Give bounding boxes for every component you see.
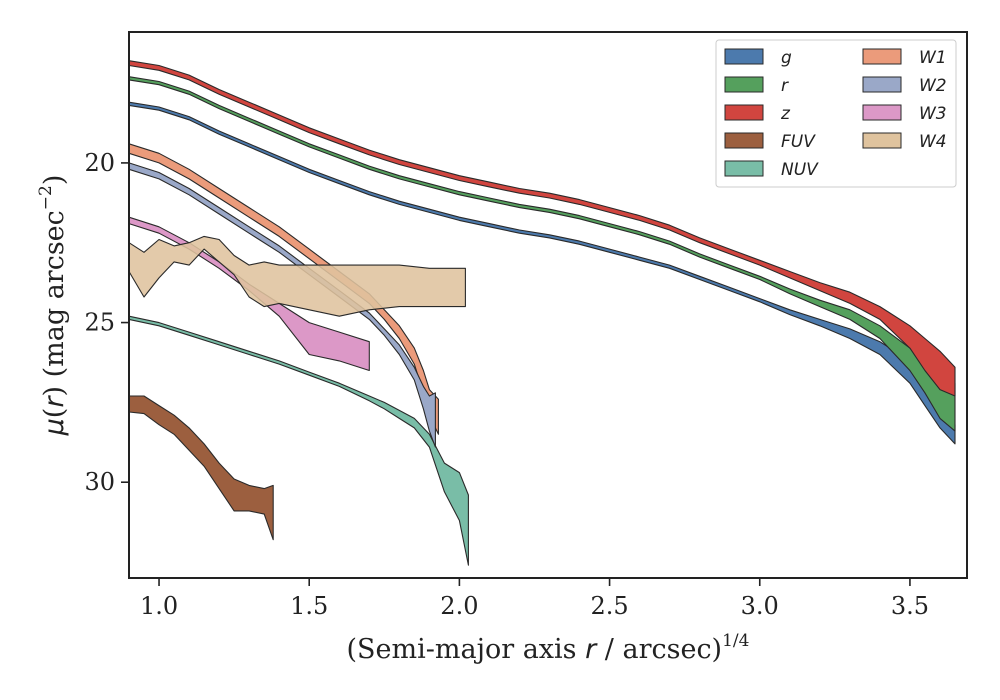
legend-label-nuv: NUV: [781, 160, 819, 180]
x-tick-label: 3.0: [741, 592, 779, 620]
legend: grz FUV NUV W1 W2 W3 W4: [715, 39, 957, 188]
y-tick-label: 20: [84, 149, 115, 177]
legend-label-z: z: [780, 104, 791, 124]
y-axis-label: μ(r) (mag arcsec−2): [36, 175, 70, 437]
x-tick-label: 1.0: [140, 592, 178, 620]
legend-label-r: r: [781, 76, 789, 96]
legend-swatch-w1: [862, 48, 902, 65]
x-axis-label: (Semi-major axis r / arcsec)1/4: [347, 631, 750, 665]
legend-label-w3: W3: [919, 104, 947, 124]
legend-label-w2: W2: [919, 76, 947, 96]
x-tick-label: 2.5: [590, 592, 628, 620]
legend-swatch-w4: [862, 132, 902, 149]
legend-swatch-z: [724, 104, 764, 121]
legend-label-g: g: [781, 48, 792, 68]
band-w2: [128, 162, 436, 448]
band-nuv: [128, 315, 469, 566]
y-axis-ticks: 20 25 30: [84, 149, 129, 496]
plot-frame: [128, 31, 968, 579]
legend-swatch-fuv: [724, 132, 764, 149]
x-tick-label: 2.0: [440, 592, 478, 620]
legend-swatch-nuv: [724, 160, 764, 177]
band-z: [128, 60, 956, 397]
legend-swatch-g: [724, 48, 764, 65]
band-g: [128, 101, 956, 445]
legend-label-w4: W4: [919, 132, 947, 152]
legend-label-w1: W1: [919, 48, 947, 68]
y-tick-label: 25: [84, 309, 115, 337]
profile-bands: [128, 60, 956, 566]
x-tick-label: 1.5: [290, 592, 328, 620]
band-w1: [128, 143, 439, 435]
y-tick-label: 30: [84, 468, 115, 496]
legend-swatch-w2: [862, 76, 902, 93]
legend-swatch-r: [724, 76, 764, 93]
band-r: [128, 76, 956, 432]
x-tick-label: 3.5: [891, 592, 929, 620]
band-fuv: [128, 395, 274, 541]
x-axis-ticks: 1.0 1.5 2.0 2.5 3.0 3.5: [140, 578, 929, 620]
legend-label-fuv: FUV: [781, 132, 816, 152]
legend-swatch-w3: [862, 104, 902, 121]
band-w4: [128, 235, 466, 317]
